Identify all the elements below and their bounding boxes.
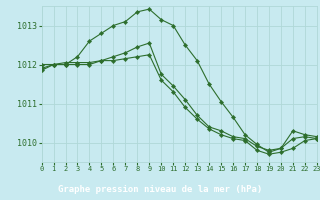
Text: Graphe pression niveau de la mer (hPa): Graphe pression niveau de la mer (hPa) bbox=[58, 185, 262, 194]
